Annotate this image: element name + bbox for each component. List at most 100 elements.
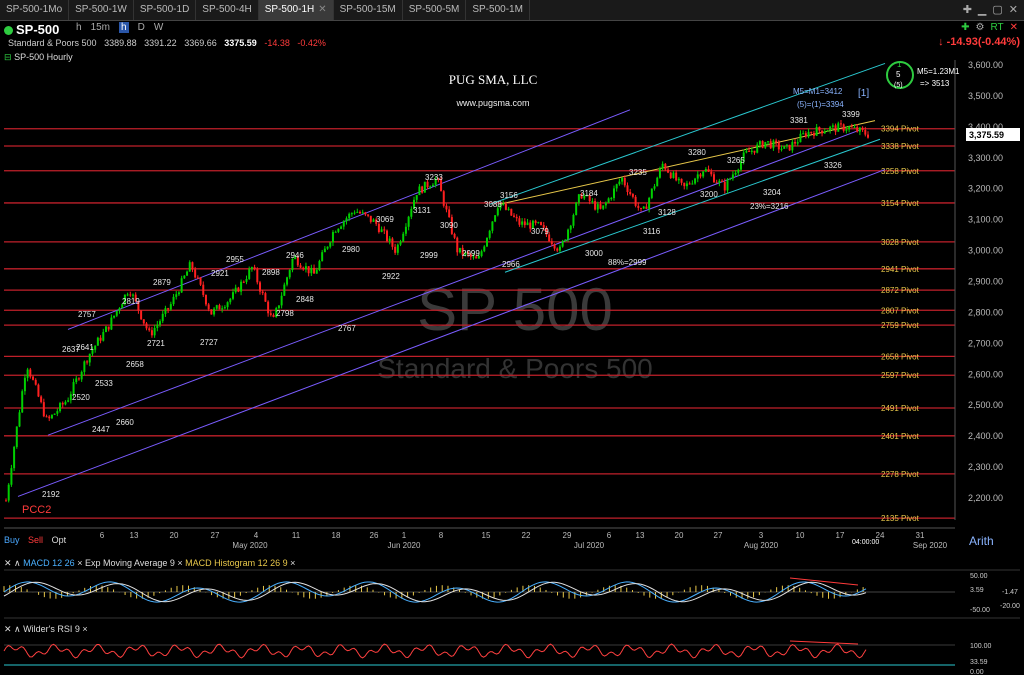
- tab-sp-500-1h[interactable]: SP-500-1H ✕: [258, 0, 334, 20]
- tab-sp-500-5m[interactable]: SP-500-5M: [403, 0, 467, 20]
- sell-button[interactable]: Sell: [28, 535, 44, 545]
- price-candle: [650, 188, 653, 198]
- interval-hourly[interactable]: h: [119, 22, 129, 33]
- close-chart-icon[interactable]: ✕: [1009, 22, 1018, 33]
- price-candle: [807, 131, 810, 137]
- tab-close-icon[interactable]: ✕: [318, 4, 327, 15]
- quote-line: Standard & Poors 500 3389.88 3391.22 336…: [8, 38, 331, 48]
- price-candle: [631, 194, 634, 197]
- price-candle: [272, 314, 275, 317]
- price-candle: [858, 127, 861, 132]
- close-icon[interactable]: ✕: [1008, 4, 1018, 16]
- settings-icon[interactable]: ⚙: [975, 22, 985, 33]
- wave-label: 3265: [727, 156, 745, 165]
- price-candle: [531, 220, 534, 229]
- wave-label: 2757: [78, 310, 96, 319]
- price-candle: [218, 305, 221, 310]
- wave-label: 23%=3216: [750, 202, 789, 211]
- price-candle: [196, 277, 199, 279]
- y-tick-label: 3,200.00: [968, 184, 1003, 194]
- price-candle: [380, 229, 383, 232]
- interval-h[interactable]: h: [76, 22, 82, 33]
- time-label: 04:00:00: [852, 539, 879, 546]
- maximize-icon[interactable]: ▢: [992, 4, 1003, 16]
- price-candle: [294, 256, 297, 260]
- collapse-rsi-icon[interactable]: ✕ ∧: [4, 624, 21, 634]
- macd-level-label: 3.59: [970, 587, 984, 594]
- price-candle: [696, 174, 699, 179]
- tab-sp-500-1mo[interactable]: SP-500-1Mo: [0, 0, 70, 20]
- price-candle: [702, 171, 705, 177]
- minimize-icon[interactable]: ▁: [977, 4, 987, 16]
- price-candle: [423, 181, 426, 193]
- price-candle: [48, 416, 51, 419]
- buy-button[interactable]: Buy: [4, 535, 20, 545]
- price-candle: [648, 197, 651, 209]
- tab-sp-500-1w[interactable]: SP-500-1W: [69, 0, 134, 20]
- x-tick-label: Aug 2020: [744, 541, 779, 550]
- chart-header: SP-500 h 15m h D W Standard & Poors 500 …: [0, 20, 1024, 50]
- symbol-selector[interactable]: SP-500: [4, 22, 59, 37]
- price-candle: [29, 369, 32, 377]
- wave-label: 2999: [462, 249, 480, 258]
- price-candle: [315, 270, 318, 274]
- wave-label: 2798: [276, 309, 294, 318]
- price-candle: [437, 178, 440, 180]
- price-candle: [775, 140, 778, 143]
- price-candle: [145, 323, 148, 329]
- price-candle: [561, 241, 564, 247]
- price-candle: [180, 278, 183, 293]
- tab-sp-500-4h[interactable]: SP-500-4H: [196, 0, 259, 20]
- interval-weekly[interactable]: W: [153, 22, 164, 33]
- price-candle: [791, 141, 794, 151]
- collapse-macd-icon[interactable]: ✕ ∧: [4, 558, 21, 568]
- price-candle: [458, 247, 461, 253]
- price-candle: [467, 252, 470, 255]
- opt-button[interactable]: Opt: [51, 535, 67, 545]
- tab-sp-500-1m[interactable]: SP-500-1M: [466, 0, 530, 20]
- price-candle: [731, 174, 734, 179]
- price-candle: [534, 220, 537, 223]
- interval-daily[interactable]: D: [137, 22, 145, 33]
- price-candle: [175, 294, 178, 297]
- price-candle: [656, 177, 659, 187]
- price-candle: [118, 308, 121, 311]
- tab-label: SP-500-1H: [264, 4, 315, 15]
- price-candle: [729, 178, 732, 180]
- pivot-label: 3154 Pivot: [881, 199, 920, 208]
- price-candle: [769, 141, 772, 149]
- collapse-icon[interactable]: ⊟: [4, 52, 12, 62]
- scale-mode-button[interactable]: Arith: [969, 534, 994, 548]
- tab-sp-500-1d[interactable]: SP-500-1D: [134, 0, 197, 20]
- price-candle: [410, 209, 413, 217]
- x-tick-label: 18: [332, 531, 341, 540]
- price-candle: [367, 214, 370, 216]
- price-candle: [280, 295, 283, 306]
- price-candle: [286, 277, 289, 285]
- price-candle: [45, 416, 48, 418]
- interval-15m[interactable]: 15m: [90, 22, 111, 33]
- y-tick-label: 2,800.00: [968, 307, 1003, 317]
- price-candle: [277, 305, 280, 309]
- header-tools: ✚ ⚙ RT ✕: [961, 22, 1018, 33]
- rsi-title: ✕ ∧ Wilder's RSI 9 ×: [4, 624, 88, 634]
- price-candle: [464, 252, 467, 256]
- price-candle: [704, 169, 707, 172]
- price-candle: [269, 313, 272, 315]
- price-candle: [137, 301, 140, 311]
- price-candle: [748, 150, 751, 152]
- tab-sp-500-15m[interactable]: SP-500-15M: [334, 0, 403, 20]
- price-candle: [21, 391, 24, 413]
- add-icon[interactable]: ✚: [961, 22, 970, 33]
- price-candle: [418, 186, 421, 196]
- price-candle: [658, 168, 661, 178]
- price-candle: [726, 179, 729, 191]
- rsi-level-label: 33.59: [970, 659, 988, 666]
- trend-line-yellow: [499, 120, 876, 205]
- wave-label: 2658: [126, 360, 144, 369]
- price-candle: [140, 310, 143, 320]
- wave-label: 3326: [824, 161, 842, 170]
- y-tick-label: 2,600.00: [968, 369, 1003, 379]
- plus-icon[interactable]: ✚: [962, 4, 972, 16]
